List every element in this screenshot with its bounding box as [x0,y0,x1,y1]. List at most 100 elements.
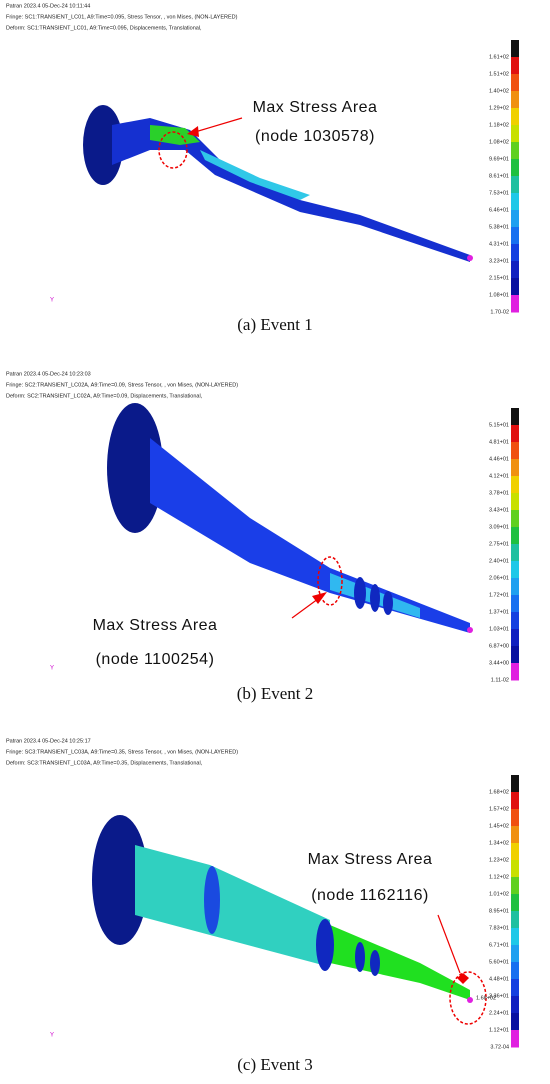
colorbar-label: 1.08+02 [489,139,509,145]
annotation: (node 1162116) [311,887,429,904]
annotation: (node 1030578) [255,128,375,145]
colorbar-segment [511,527,519,545]
header-line: Patran 2023.4 05-Dec-24 10:25:17 [6,738,91,744]
colorbar-segment [511,142,519,160]
colorbar-label: 4.81+01 [489,439,509,445]
header-line: Deform: SC1:TRANSIENT_LC01, A9:Time=0.09… [6,25,202,31]
colorbar-segment [511,1030,519,1048]
colorbar-label: 2.75+01 [489,541,509,547]
panel: Patran 2023.4 05-Dec-24 10:25:17Fringe: … [6,738,519,1073]
colorbar-segment [511,663,519,681]
axis-label: Y [50,1033,54,1039]
colorbar-segment [511,459,519,477]
colorbar-label: 4.31+01 [489,241,509,247]
annotation: Max Stress Area [93,617,218,634]
header-line: Fringe: SC2:TRANSIENT_LC02A, A9:Time=0.0… [6,382,238,388]
colorbar-segment [511,578,519,596]
arrowhead [457,973,469,984]
colorbar-label: 1.18+02 [489,122,509,128]
colorbar-segment [511,945,519,963]
colorbar-segment [511,962,519,980]
colorbar-label: 7.83+01 [489,925,509,931]
annotation: Max Stress Area [253,99,378,116]
colorbar-segment [511,911,519,929]
colorbar-label: 1.11-02 [491,677,509,683]
colorbar-segment [511,979,519,997]
panel: Patran 2023.4 05-Dec-24 10:23:03 Fringe: … [6,371,519,702]
colorbar-label: 6.71+01 [489,942,509,948]
colorbar-segment [511,40,519,58]
colorbar-segment [511,860,519,878]
caption: (a) Event 1 [237,315,313,334]
annotation: (node 1100254) [96,651,215,668]
colorbar-label: 1.23+02 [489,857,509,863]
colorbar-segment [511,193,519,211]
header-line: Patran 2023.4 05-Dec-24 10:11:44 [6,3,90,9]
colorbar-segment [511,210,519,228]
colorbar-label: 3.78+01 [489,490,509,496]
caption: (c) Event 3 [237,1055,313,1074]
colorbar-label: 2.40+01 [489,558,509,564]
colorbar-label: 1.29+02 [489,105,509,111]
colorbar-label: 1.34+02 [489,840,509,846]
arrow [438,915,460,973]
colorbar-label: 3.23+01 [489,258,509,264]
colorbar-label: 1.51+02 [489,71,509,77]
colorbar-segment [511,843,519,861]
rotor-ring [370,584,380,612]
header-line: Deform: SC3:TRANSIENT_LC03A, A9:Time=0.3… [6,760,203,766]
colorbar-segment [511,996,519,1014]
colorbar-segment [511,261,519,279]
rotor-ring [316,919,334,971]
rotor-shaft [135,845,330,967]
colorbar-segment [511,809,519,827]
colorbar-segment [511,425,519,443]
colorbar-segment [511,74,519,92]
colorbar-segment [511,1013,519,1031]
colorbar-segment [511,244,519,262]
rotor-ring [383,591,393,615]
colorbar-label: 1.40+02 [489,88,509,94]
rotor-ring [354,577,366,609]
stress-zone [330,925,470,1000]
colorbar-label: 1.68+02 [489,789,509,795]
figure: Patran 2023.4 05-Dec-24 10:11:44 Fringe: … [0,0,550,1084]
colorbar-segment [511,408,519,426]
colorbar-segment [511,595,519,613]
colorbar-label: 1.45+02 [489,823,509,829]
colorbar-segment [511,775,519,793]
colorbar-label: 2.06+01 [489,575,509,581]
colorbar-segment [511,612,519,630]
colorbar-label: 1.01+02 [489,891,509,897]
node-tag: 1.68+02 [476,995,496,1001]
colorbar-segment [511,295,519,313]
colorbar-label: 3.09+01 [489,524,509,530]
colorbar-label: 7.53+01 [489,190,509,196]
colorbar-label: 6.46+01 [489,207,509,213]
colorbar-label: 4.46+01 [489,456,509,462]
colorbar-segment [511,125,519,143]
panel: Patran 2023.4 05-Dec-24 10:11:44 Fringe: … [6,3,519,333]
colorbar-label: 8.61+01 [489,173,509,179]
colorbar-label: 3.72-04 [490,1044,509,1050]
header-line: Fringe: SC1:TRANSIENT_LC01, A9:Time=0.09… [6,14,238,20]
colorbar-segment [511,646,519,664]
arrow [195,118,242,132]
colorbar-segment [511,561,519,579]
header-line: Patran 2023.4 05-Dec-24 10:23:03 [6,371,91,377]
colorbar-segment [511,826,519,844]
colorbar-segment [511,108,519,126]
colorbar-segment [511,629,519,647]
colorbar-segment [511,476,519,494]
colorbar-segment [511,894,519,912]
rotor-ring [355,942,365,972]
colorbar-label: 1.70-02 [490,309,509,315]
annotation: Max Stress Area [308,851,433,868]
colorbar-label: 2.15+01 [489,275,509,281]
colorbar-label: 9.69+01 [489,156,509,162]
colorbar-label: 4.12+01 [489,473,509,479]
colorbar-segment [511,227,519,245]
axis-label: Y [50,298,54,304]
node [467,255,473,261]
colorbar-segment [511,877,519,895]
